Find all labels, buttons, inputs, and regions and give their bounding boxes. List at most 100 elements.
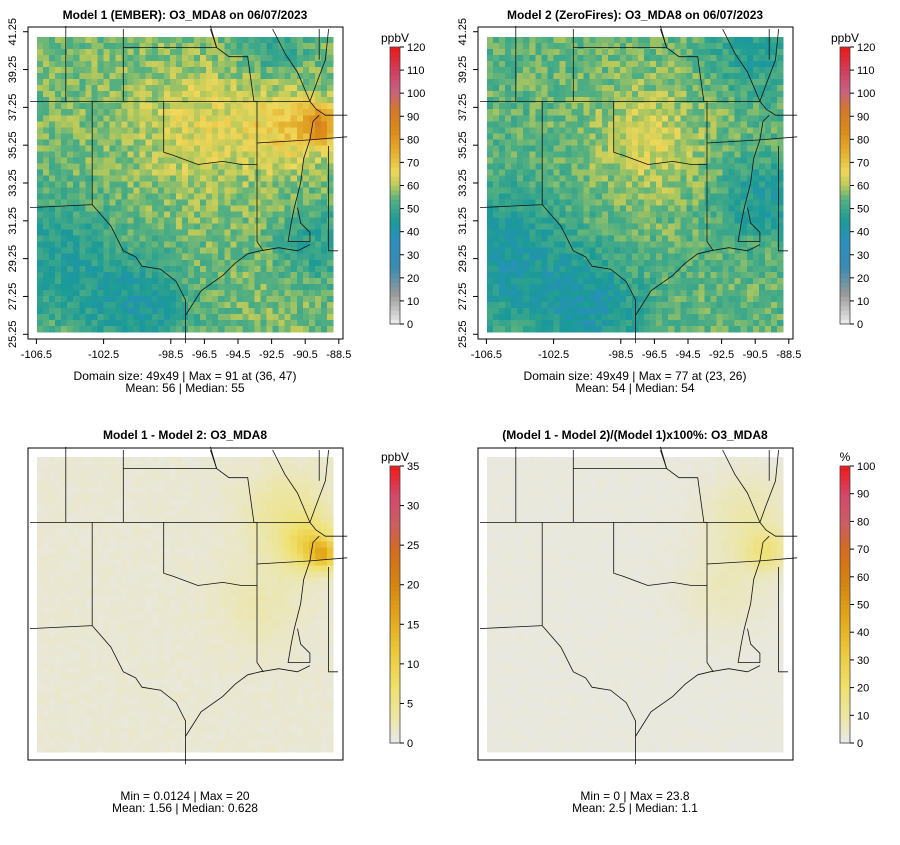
heatmap-cell [717, 266, 724, 273]
heatmap-cell [656, 91, 663, 98]
heatmap-cell [511, 61, 518, 68]
heatmap-cell [771, 145, 778, 152]
heatmap-cell [590, 188, 597, 195]
heatmap-cell [668, 302, 675, 309]
heatmap-cell [273, 67, 280, 74]
heatmap-cell [523, 157, 530, 164]
heatmap-cell [638, 37, 645, 44]
heatmap-cell [541, 308, 548, 315]
heatmap-cell [680, 115, 687, 122]
heatmap-cell [662, 49, 669, 56]
heatmap-cell [535, 188, 542, 195]
heatmap-cell [43, 188, 50, 195]
heatmap-cell [291, 308, 298, 315]
heatmap-cell [493, 236, 500, 243]
heatmap-cell [79, 260, 86, 267]
heatmap-cell [188, 175, 195, 182]
heatmap-cell [303, 79, 310, 86]
heatmap-cell [704, 127, 711, 134]
heatmap-cell [242, 200, 249, 207]
heatmap-cell [777, 103, 784, 110]
heatmap-cell [578, 302, 585, 309]
heatmap-cell [523, 145, 530, 152]
heatmap-cell [194, 43, 201, 50]
heatmap-cell [309, 284, 316, 291]
heatmap-cell [224, 43, 231, 50]
heatmap-cell [242, 181, 249, 188]
heatmap-cell [327, 157, 334, 164]
heatmap-cell [146, 224, 153, 231]
colorbar-swatch [390, 310, 400, 315]
heatmap-cell [206, 181, 213, 188]
heatmap-cell [578, 194, 585, 201]
heatmap-cell [753, 73, 760, 80]
heatmap-cell [261, 175, 268, 182]
heatmap-cell [194, 181, 201, 188]
heatmap-cell [37, 194, 44, 201]
heatmap-cell [194, 278, 201, 285]
heatmap-cell [43, 260, 50, 267]
heatmap-cell [584, 181, 591, 188]
heatmap-cell [212, 133, 219, 140]
heatmap-cell [152, 224, 159, 231]
heatmap-cell [578, 133, 585, 140]
heatmap-cell [261, 236, 268, 243]
heatmap-cell [152, 254, 159, 261]
heatmap-cell [261, 272, 268, 279]
heatmap-cell [297, 61, 304, 68]
heatmap-cell [511, 157, 518, 164]
heatmap-cell [279, 308, 286, 315]
heatmap-cell [321, 121, 328, 128]
heatmap-cell [584, 194, 591, 201]
heatmap-cell [254, 49, 261, 56]
heatmap-cell [43, 103, 50, 110]
heatmap-cell [717, 49, 724, 56]
heatmap-cell [254, 115, 261, 122]
heatmap-cell [590, 67, 597, 74]
heatmap-cell [578, 290, 585, 297]
heatmap-cell [182, 181, 189, 188]
heatmap-cell [729, 212, 736, 219]
heatmap-cell [584, 248, 591, 255]
heatmap-cell [777, 290, 784, 297]
heatmap-cell [73, 43, 80, 50]
heatmap-cell [116, 43, 123, 50]
heatmap-cell [729, 266, 736, 273]
heatmap-cell [254, 194, 261, 201]
heatmap-cell [103, 260, 110, 267]
heatmap-cell [529, 314, 536, 321]
heatmap-cell [723, 97, 730, 104]
heatmap-cell [158, 290, 165, 297]
heatmap-cell [602, 248, 609, 255]
heatmap-cell [656, 175, 663, 182]
heatmap-cell [309, 188, 316, 195]
heatmap-cell [273, 296, 280, 303]
heatmap-cell [152, 302, 159, 309]
heatmap-cell [206, 49, 213, 56]
heatmap-cell [43, 296, 50, 303]
heatmap-cell [146, 43, 153, 50]
heatmap-cell [236, 127, 243, 134]
heatmap-cell [267, 290, 274, 297]
heatmap-cell [37, 296, 44, 303]
heatmap-cell [572, 127, 579, 134]
heatmap-cell [559, 115, 566, 122]
heatmap-cell [644, 169, 651, 176]
heatmap-cell [176, 121, 183, 128]
heatmap-cell [535, 290, 542, 297]
heatmap-cell [140, 67, 147, 74]
heatmap-cell [327, 139, 334, 146]
heatmap-cell [698, 236, 705, 243]
heatmap-cell [596, 67, 603, 74]
heatmap-cell [291, 85, 298, 92]
heatmap-cell [753, 248, 760, 255]
heatmap-cell [327, 320, 334, 327]
heatmap-cell [103, 91, 110, 98]
heatmap-cell [535, 296, 542, 303]
heatmap-cell [218, 103, 225, 110]
heatmap-cell [55, 145, 62, 152]
heatmap-cell [686, 169, 693, 176]
heatmap-cell [200, 302, 207, 309]
heatmap-cell [644, 230, 651, 237]
heatmap-cell [602, 139, 609, 146]
